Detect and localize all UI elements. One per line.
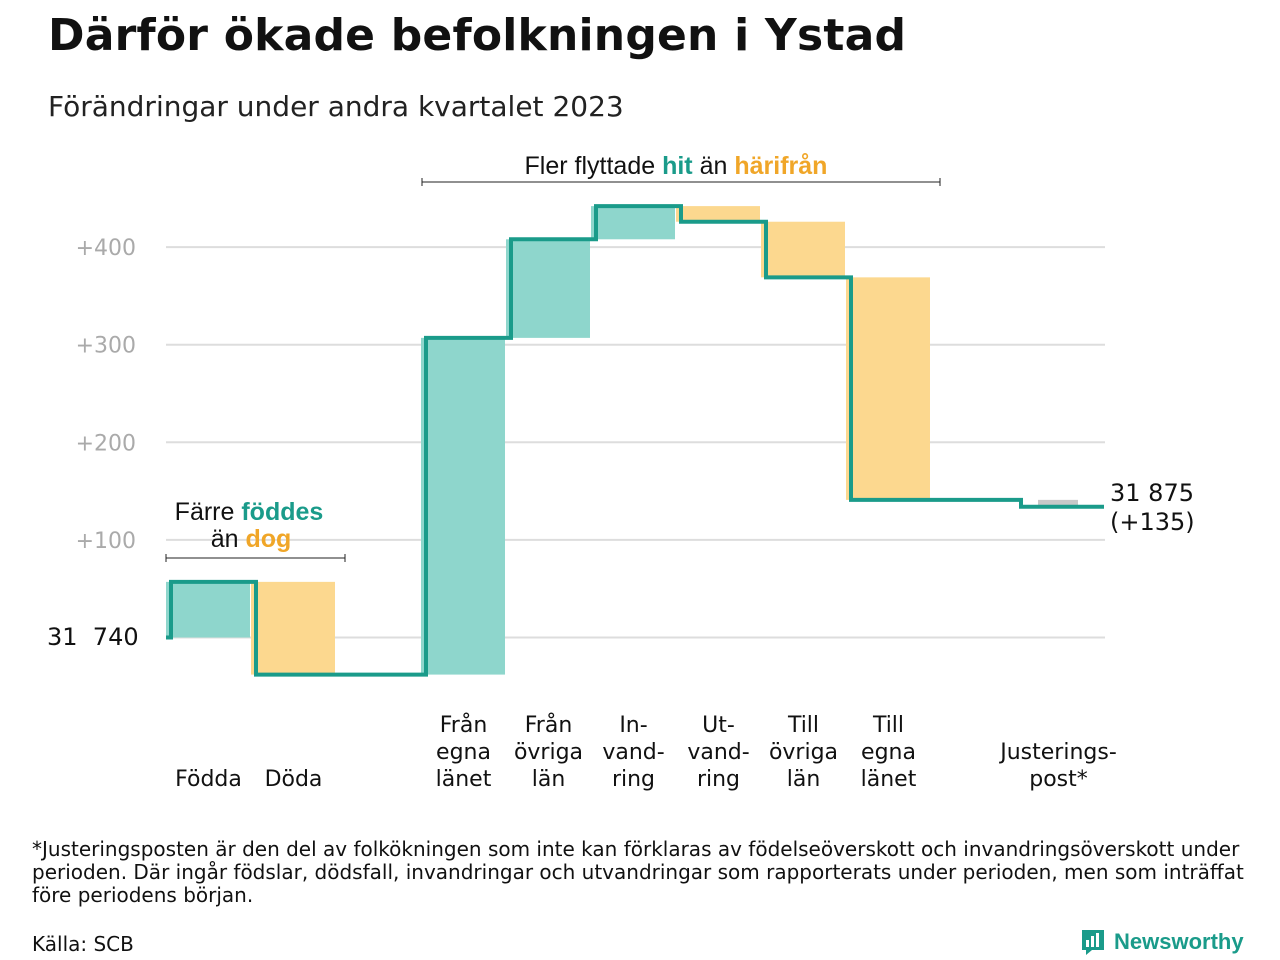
x-category-label: Till [787,713,819,738]
end-change-label: (+135) [1110,508,1195,536]
x-category-label: vand- [687,740,749,765]
x-category-label: egna [861,740,916,765]
waterfall-bar [421,337,505,675]
grid-layer: +100 +200 +300 +400 [76,236,1105,639]
x-category-label: övriga [769,740,838,765]
x-category-label: Ut- [702,713,735,738]
x-category-label: egna [436,740,491,765]
x-category-label: Till [872,713,904,738]
bar-fills [166,206,1078,675]
chart-title: Därför ökade befolkningen i Ystad [48,10,907,61]
x-category-label: Födda [175,767,242,792]
x-category-label: län [787,767,821,792]
population-step-line [166,204,1104,677]
x-category-label: län [532,767,566,792]
waterfall-bar [1038,499,1078,507]
axis-labels: Födda DödaFrånegnalänetFrånövrigalänIn-va… [175,712,1117,792]
waterfall-bar [761,221,845,278]
x-category-label: Från [440,712,488,738]
waterfall-bar [846,277,930,500]
migration-annotation-text: Fler flyttade hit än härifrån [525,152,828,180]
x-category-label: post* [1029,767,1088,792]
end-value-label: 31 875 [1110,479,1194,507]
x-category-label: Döda [265,767,323,792]
y-tick-label: +300 [76,334,136,359]
source-label: Källa: SCB [32,932,134,956]
x-category-label: Från [525,712,573,738]
waterfall-bar [251,581,335,675]
births-annotation: Färre föddes än dog [165,498,346,562]
waterfall-chart: +100+200+300+400 Födda DödaFrånegnalänetF… [47,152,1195,792]
waterfall-bar [591,206,675,240]
waterfall-bar [676,206,760,222]
y-tick-label: +400 [76,236,136,261]
y-tick-label: +100 [76,529,136,554]
x-category-label: Justerings- [998,740,1117,765]
x-category-label: länet [436,767,492,792]
y-tick-label: +200 [76,431,136,456]
births-annotation-line1: Färre föddes [175,498,324,526]
x-category-label: vand- [602,740,664,765]
brand-logo[interactable]: Newsworthy [1080,928,1244,956]
newsworthy-logo-icon [1082,930,1104,955]
step-line [166,204,1104,677]
waterfall-bar [506,239,590,338]
waterfall-bar [166,581,250,638]
x-category-label: ring [612,767,655,792]
x-category-label: ring [697,767,740,792]
migration-annotation: Fler flyttade hit än härifrån [421,152,941,186]
x-category-label: In- [619,713,647,738]
chart-subtitle: Förändringar under andra kvartalet 2023 [48,90,624,123]
footnote: *Justeringsposten är den del av folkökni… [32,837,1244,907]
brand-name: Newsworthy [1114,929,1244,954]
x-category-label: länet [861,767,917,792]
x-category-label: övriga [514,740,583,765]
births-annotation-line2: än dog [211,525,292,553]
start-value-label: 31 740 [47,623,139,651]
